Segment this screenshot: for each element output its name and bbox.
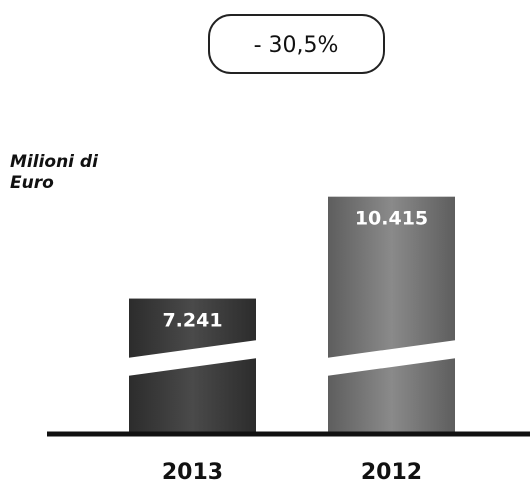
percent-change-badge: - 30,5%: [208, 14, 385, 74]
y-axis-label: Milioni di Euro: [10, 152, 104, 193]
bar-rect-2012: [328, 196, 455, 434]
axis-break-2013: [127, 340, 258, 376]
bar-2012: 10.415: [326, 196, 457, 434]
category-label-2013: 2013: [162, 460, 223, 485]
category-label-2012: 2012: [361, 460, 422, 485]
percent-change-box: [208, 14, 385, 74]
bars-group: 7.241 10.415: [127, 196, 457, 434]
category-labels: 2013 2012: [162, 460, 422, 485]
bar-2013: 7.241: [127, 298, 258, 434]
value-label-2013: 7.241: [162, 310, 222, 332]
value-label-2012: 10.415: [355, 208, 428, 230]
percent-change-label: - 30,5%: [254, 33, 339, 58]
axis-break-2012: [326, 340, 457, 376]
